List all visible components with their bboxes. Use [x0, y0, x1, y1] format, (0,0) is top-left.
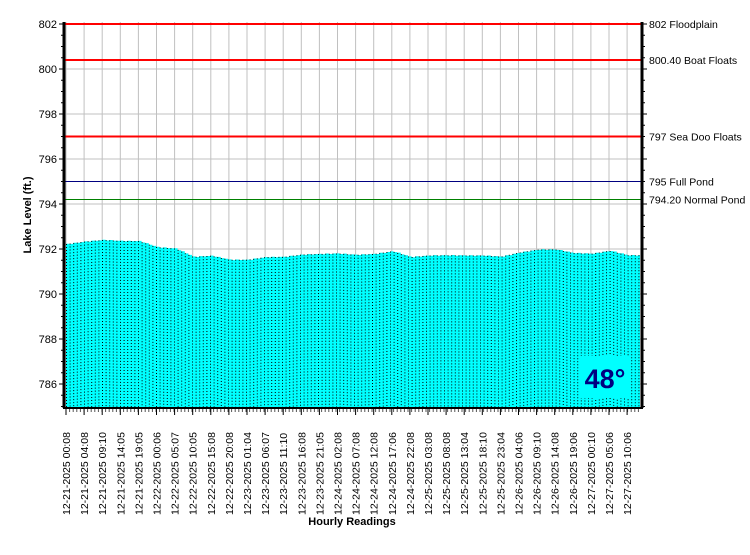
reference-label: 795 Full Pond	[649, 177, 714, 189]
x-tick-label: 12-25-2025 23:04	[495, 432, 507, 515]
level-area	[66, 239, 640, 407]
x-tick-label: 12-27-2025 05:06	[604, 432, 616, 515]
x-tick-label: 12-24-2025 07:08	[351, 432, 363, 515]
x-tick-label: 12-23-2025 01:04	[242, 432, 254, 515]
x-tick-label: 12-25-2025 03:08	[423, 432, 435, 515]
x-tick-label: 12-24-2025 12:08	[369, 432, 381, 515]
y-tick-label: 786	[39, 379, 57, 391]
y-axis-label: Lake Level (ft.)	[22, 176, 34, 253]
y-tick-label: 792	[39, 244, 57, 256]
temperature-box: 48°	[580, 356, 630, 398]
x-tick-label: 12-21-2025 00:08	[61, 432, 73, 515]
y-tick-label: 790	[39, 289, 57, 301]
x-tick-label: 12-23-2025 21:05	[314, 432, 326, 515]
x-tick-label: 12-23-2025 06:07	[260, 432, 272, 515]
x-tick-label: 12-21-2025 19:05	[133, 432, 145, 515]
y-tick-label: 802	[39, 19, 57, 31]
reference-label: 794.20 Normal Pond	[649, 195, 745, 207]
reference-label: 797 Sea Doo Floats	[649, 132, 742, 144]
x-tick-label: 12-22-2025 15:08	[206, 432, 218, 515]
x-tick-label: 12-27-2025 10:06	[622, 432, 634, 515]
bars	[66, 239, 640, 407]
x-tick-label: 12-25-2025 18:10	[477, 432, 489, 515]
y-tick-label: 798	[39, 109, 57, 121]
reference-lines: 802 Floodplain 800.40 Boat Floats 797 Sea …	[65, 19, 745, 207]
axes: 786 788 790 792 794 796 798 800 802 12-21-2025 00…	[39, 19, 647, 515]
x-tick-label: 12-26-2025 14:08	[550, 432, 562, 515]
x-tick-label: 12-22-2025 20:08	[224, 432, 236, 515]
x-tick-label: 12-22-2025 00:06	[152, 432, 164, 515]
x-tick-label: 12-24-2025 17:06	[387, 432, 399, 515]
x-tick-label: 12-27-2025 00:10	[586, 432, 598, 515]
y-tick-label: 800	[39, 64, 57, 76]
x-tick-label: 12-22-2025 05:07	[170, 432, 182, 515]
x-tick-label: 12-25-2025 13:04	[459, 432, 471, 515]
y-tick-label: 788	[39, 334, 57, 346]
y-tick-label: 796	[39, 154, 57, 166]
x-tick-label: 12-22-2025 10:05	[188, 432, 200, 515]
x-tick-label: 12-21-2025 04:08	[79, 432, 91, 515]
x-tick-label: 12-21-2025 14:05	[115, 432, 127, 515]
temperature-box-bg	[580, 356, 630, 398]
y-tick-label: 794	[39, 199, 57, 211]
reference-label: 802 Floodplain	[649, 19, 718, 31]
reference-label: 800.40 Boat Floats	[649, 55, 737, 67]
x-tick-label: 12-24-2025 02:08	[333, 432, 345, 515]
x-tick-label: 12-23-2025 16:08	[296, 432, 308, 515]
temperature-readout: 48°	[585, 364, 626, 394]
x-tick-label: 12-21-2025 09:10	[97, 432, 109, 515]
x-axis-label: Hourly Readings	[308, 516, 395, 528]
x-tick-label: 12-26-2025 09:10	[532, 432, 544, 515]
x-tick-label: 12-26-2025 04:06	[514, 432, 526, 515]
x-tick-label: 12-25-2025 08:08	[441, 432, 453, 515]
x-tick-label: 12-24-2025 22:08	[405, 432, 417, 515]
x-tick-label: 12-23-2025 11:10	[278, 433, 290, 515]
x-tick-label: 12-26-2025 19:06	[568, 432, 580, 515]
